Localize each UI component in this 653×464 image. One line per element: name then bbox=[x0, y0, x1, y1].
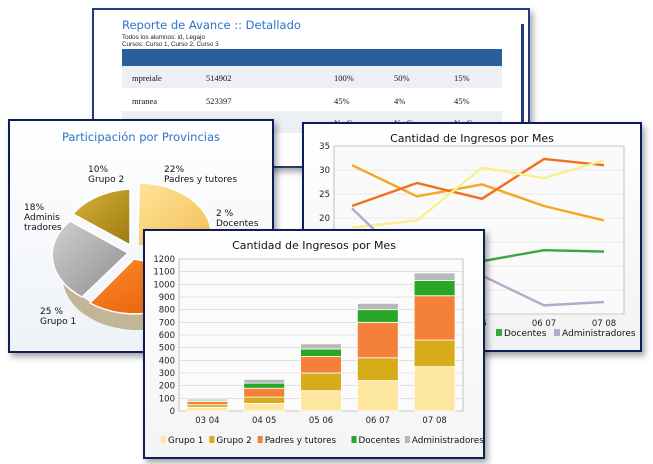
legend-swatch bbox=[161, 436, 166, 443]
bar-chart-title: Cantidad de Ingresos por Mes bbox=[232, 239, 396, 252]
row-id: 514902 bbox=[206, 73, 232, 83]
pie-label-grupo1: 25 % Grupo 1 bbox=[40, 307, 77, 327]
series-line bbox=[351, 164, 605, 222]
y-tick-label: 25 bbox=[319, 190, 330, 200]
row-course-3: 15% bbox=[454, 73, 470, 83]
bar-segment bbox=[243, 382, 286, 389]
bar-segment bbox=[186, 401, 229, 406]
report-title: Reporte de Avance :: Detallado bbox=[122, 18, 301, 32]
line-chart-title: Cantidad de Ingresos por Mes bbox=[390, 132, 554, 145]
y-tick-label: 30 bbox=[319, 166, 330, 176]
bar-chart-graphic: 0 100 200 300 400 500 600 700 800 900 1000 1100 1200… bbox=[153, 255, 483, 446]
pie-slice-grupo2 bbox=[71, 188, 131, 247]
row-course-2: 4% bbox=[394, 96, 406, 106]
y-tick-label: 1100 bbox=[153, 268, 175, 278]
x-tick-label: 07 08 bbox=[422, 416, 446, 426]
legend-swatch bbox=[351, 436, 357, 443]
report-table-header bbox=[122, 49, 502, 66]
bar-segment bbox=[413, 280, 456, 297]
bar-segment bbox=[413, 272, 456, 281]
bar-segment bbox=[186, 406, 229, 412]
bar-segment bbox=[300, 343, 342, 350]
bar-segment bbox=[356, 380, 399, 412]
x-tick-label: 04 05 bbox=[252, 416, 276, 426]
x-tick-label: 05 06 bbox=[309, 416, 333, 426]
legend-label: Administradores bbox=[562, 329, 636, 339]
legend-swatch bbox=[209, 436, 215, 443]
legend-label: Padres y tutores bbox=[265, 436, 337, 446]
x-tick-label: 03 04 bbox=[195, 416, 219, 426]
report-students-line: Todos los alumnos: id, Legajo bbox=[122, 34, 205, 41]
bar-segment bbox=[243, 396, 286, 404]
pie-chart-title: Participación por Provincias bbox=[61, 130, 221, 144]
legend-swatch bbox=[257, 436, 263, 443]
pie-label-padres: 22% Padres y tutores bbox=[164, 165, 238, 185]
pie-label-grupo2: 10% Grupo 2 bbox=[88, 165, 125, 185]
bar-segment bbox=[243, 402, 286, 412]
bar-segment bbox=[413, 366, 456, 412]
x-tick-label: 06 07 bbox=[366, 416, 390, 426]
y-tick-label: 35 bbox=[319, 142, 330, 152]
bar-segment bbox=[300, 348, 342, 357]
bar-segment bbox=[300, 356, 342, 374]
row-course-3: 45% bbox=[454, 96, 470, 106]
bar-segment bbox=[300, 390, 342, 412]
y-tick-label: 600 bbox=[159, 331, 175, 341]
row-course-1: 100% bbox=[334, 73, 354, 83]
bar-chart-panel: Cantidad de Ingresos por Mes 0 100 200 300 4… bbox=[143, 229, 485, 459]
report-scroll-edge bbox=[521, 24, 524, 164]
pie-label-docentes: 2 % Docentes bbox=[216, 209, 259, 229]
y-tick-label: 0 bbox=[170, 407, 175, 417]
row-user: mpreiale bbox=[132, 73, 162, 83]
bar-segment bbox=[356, 321, 399, 359]
legend-swatch bbox=[554, 329, 560, 336]
y-tick-label: 100 bbox=[159, 394, 175, 404]
report-courses-line: Cursos: Curso 1, Curso 2, Curso 3 bbox=[122, 41, 219, 48]
bar-segment bbox=[356, 357, 399, 382]
y-tick-label: 500 bbox=[159, 344, 175, 354]
pie-slice-admin bbox=[51, 220, 130, 298]
y-tick-label: 400 bbox=[159, 356, 175, 366]
table-row: mpreiale 514902 100% 50% 15% bbox=[122, 66, 502, 88]
bar-segment bbox=[356, 309, 399, 323]
bar-segment bbox=[413, 295, 456, 341]
row-course-2: 50% bbox=[394, 73, 410, 83]
x-tick-label: 07 08 bbox=[592, 319, 616, 329]
legend-label: Docentes bbox=[504, 329, 547, 339]
legend-label: Grupo 1 bbox=[168, 436, 203, 446]
table-row: mranea 523397 45% 4% 45% bbox=[122, 89, 502, 111]
bar-segment bbox=[243, 387, 286, 398]
legend-label: Docentes bbox=[359, 436, 401, 446]
y-tick-label: 1000 bbox=[153, 280, 175, 290]
y-tick-label: 900 bbox=[159, 293, 175, 303]
y-tick-label: 20 bbox=[319, 214, 330, 224]
y-tick-label: 700 bbox=[159, 318, 175, 328]
bar-segment bbox=[356, 302, 399, 311]
x-tick-label: 06 07 bbox=[532, 319, 556, 329]
bar-segment bbox=[300, 372, 342, 392]
legend-swatch bbox=[404, 436, 410, 443]
series-line bbox=[351, 159, 605, 229]
legend-swatch bbox=[496, 329, 502, 336]
bar-segment bbox=[243, 378, 286, 384]
bar-segment bbox=[413, 339, 456, 368]
y-tick-label: 1200 bbox=[153, 255, 175, 265]
series-line bbox=[351, 157, 605, 208]
y-tick-label: 800 bbox=[159, 306, 175, 316]
bar-segment bbox=[186, 398, 229, 401]
legend-label: Administradores bbox=[412, 436, 483, 446]
row-id: 523397 bbox=[206, 96, 232, 106]
y-tick-label: 200 bbox=[159, 382, 175, 392]
legend-label: Grupo 2 bbox=[216, 436, 251, 446]
y-tick-label: 300 bbox=[159, 369, 175, 379]
row-user: mranea bbox=[132, 96, 158, 106]
row-course-1: 45% bbox=[334, 96, 350, 106]
pie-label-admin: 18% Adminis tradores bbox=[24, 203, 62, 233]
